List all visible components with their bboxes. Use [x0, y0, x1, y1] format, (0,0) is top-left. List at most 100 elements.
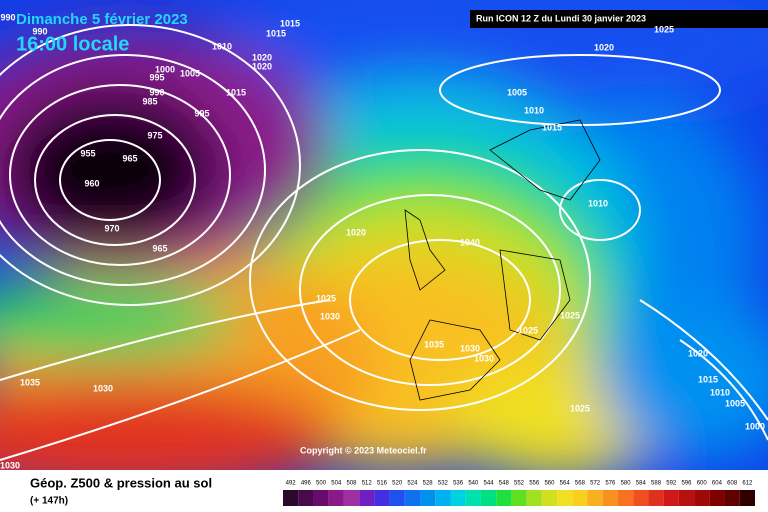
isobar-label: 1030 — [320, 311, 340, 321]
isobar-label: 1015 — [698, 374, 718, 384]
legend-swatch — [739, 490, 755, 506]
legend-label: 524 — [407, 481, 418, 487]
isobar-label: 995 — [194, 108, 209, 118]
isobar-label: 1035 — [20, 377, 40, 387]
legend-label: 612 — [742, 481, 753, 487]
legend-swatch — [587, 490, 603, 506]
legend-label: 556 — [529, 481, 540, 487]
legend-swatch — [465, 490, 481, 506]
legend-swatch — [602, 490, 618, 506]
copyright: Copyright © 2023 Meteociel.fr — [300, 445, 427, 455]
legend-swatch — [435, 490, 451, 506]
legend-swatch — [298, 490, 314, 506]
legend-swatch — [678, 490, 695, 506]
legend-swatch — [313, 490, 329, 506]
isobar-label: 960 — [84, 178, 99, 188]
isobar-label: 1030 — [474, 353, 494, 363]
isobar-label: 965 — [122, 153, 137, 163]
legend-label: 496 — [301, 481, 312, 487]
legend-swatch — [724, 490, 740, 506]
isobar-label: 1035 — [424, 339, 444, 349]
isobar-label: 1030 — [93, 383, 113, 393]
legend-label: 552 — [514, 481, 525, 487]
legend-label: 512 — [362, 481, 373, 487]
isobar-label: 1000 — [155, 64, 175, 74]
legend-label: 568 — [575, 481, 586, 487]
isobar-label: 1015 — [280, 18, 300, 28]
legend-label: 576 — [605, 481, 616, 487]
run-info: Run ICON 12 Z du Lundi 30 janvier 2023 — [476, 13, 646, 23]
isobar-label: 1010 — [710, 387, 730, 397]
legend-label: 588 — [651, 481, 662, 487]
isobar-label: 990 — [0, 12, 15, 22]
isobar-label: 1025 — [570, 403, 590, 413]
legend-swatch — [404, 490, 421, 506]
isobar-label: 1010 — [588, 198, 608, 208]
legend-swatch — [359, 490, 375, 506]
isobar-label: 1020 — [252, 61, 272, 71]
isobar-label: 1020 — [346, 227, 366, 237]
date: Dimanche 5 février 2023 — [16, 11, 188, 28]
isobar-label: 1040 — [460, 237, 480, 247]
legend-swatch — [526, 490, 542, 506]
legend-swatch — [541, 490, 558, 506]
run-box — [470, 10, 768, 28]
legend-label: 600 — [697, 481, 708, 487]
map-field — [0, 0, 768, 470]
legend-label: 500 — [316, 481, 327, 487]
isobar-label: 1030 — [0, 460, 20, 470]
isobar-label: 995 — [149, 72, 164, 82]
legend-swatch — [389, 490, 405, 506]
isobar-label: 1005 — [725, 398, 745, 408]
isobar-label: 1020 — [688, 348, 708, 358]
isobar-label: 1000 — [745, 421, 765, 431]
lead-time: (+ 147h) — [30, 496, 68, 507]
legend-label: 564 — [560, 481, 571, 487]
legend-label: 492 — [286, 481, 297, 487]
isobar-label: 1020 — [252, 52, 272, 62]
isobar-label: 1005 — [507, 87, 527, 97]
isobar-label: 1015 — [542, 122, 562, 132]
isobar-label: 1025 — [316, 293, 336, 303]
isobar-label: 975 — [147, 130, 162, 140]
isobar-label: 985 — [142, 96, 157, 106]
isobar-label: 1005 — [180, 68, 200, 78]
isobar-label: 1025 — [560, 310, 580, 320]
legend-swatch — [709, 490, 725, 506]
legend-swatch — [328, 490, 344, 506]
isobar-label: 1025 — [518, 325, 538, 335]
legend-label: 544 — [484, 481, 495, 487]
isobar-label: 1015 — [226, 87, 246, 97]
legend-label: 508 — [347, 481, 358, 487]
isobar-label: 1015 — [266, 28, 286, 38]
legend-swatch — [283, 490, 299, 506]
isobar-label: 1025 — [654, 24, 674, 34]
legend-label: 580 — [621, 481, 632, 487]
legend-label: 528 — [423, 481, 434, 487]
legend-swatch — [450, 490, 466, 506]
legend-swatch — [480, 490, 497, 506]
legend-label: 560 — [544, 481, 555, 487]
legend-label: 584 — [636, 481, 647, 487]
legend-swatch — [343, 490, 360, 506]
legend-swatch — [511, 490, 527, 506]
isobar-label: 1010 — [212, 41, 232, 51]
isobar-label: 965 — [152, 243, 167, 253]
legend-label: 516 — [377, 481, 388, 487]
legend-label: 504 — [331, 481, 342, 487]
legend-label: 536 — [453, 481, 464, 487]
legend-swatch — [374, 490, 390, 506]
isobar-label: 970 — [104, 223, 119, 233]
isobar-label: 1010 — [524, 105, 544, 115]
isobar-label: 1020 — [594, 42, 614, 52]
legend-swatch — [420, 490, 436, 506]
legend-swatch — [572, 490, 588, 506]
time: 16:00 locale — [16, 33, 129, 55]
isobar-label: 1030 — [460, 343, 480, 353]
legend-label: 520 — [392, 481, 403, 487]
legend-label: 572 — [590, 481, 601, 487]
legend-label: 592 — [666, 481, 677, 487]
legend-label: 532 — [438, 481, 449, 487]
legend-swatch — [617, 490, 634, 506]
